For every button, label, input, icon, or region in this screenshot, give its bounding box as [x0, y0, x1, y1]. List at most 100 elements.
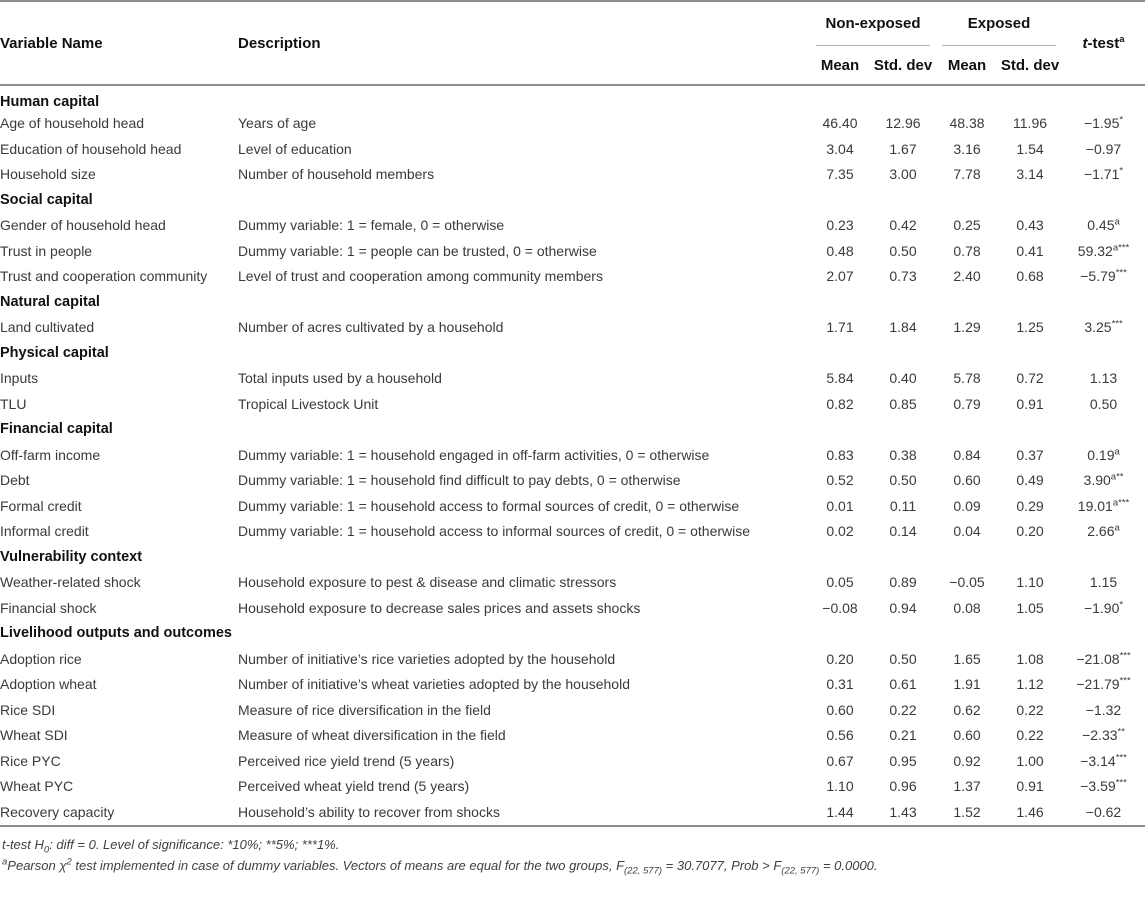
t-test-cell: −1.71* [1062, 162, 1145, 188]
column-header-nonexposed-stddev: Std. dev [873, 56, 933, 74]
exposed-mean-cell: 1.37 [953, 778, 981, 795]
description-cell: Dummy variable: 1 = household engaged in… [238, 446, 710, 463]
exposed-mean-cell: 1.52 [953, 803, 981, 820]
table-row: Land cultivated Number of acres cultivate… [0, 315, 1145, 341]
table-row: Weather-related shock Household exposure … [0, 570, 1145, 596]
exposed-stddev-cell: 3.14 [1016, 166, 1044, 183]
table-row: Formal credit Dummy variable: 1 = househo… [0, 493, 1145, 519]
nonexposed-stddev-cell: 0.14 [889, 523, 917, 540]
description-cell: Dummy variable: 1 = household access to … [238, 497, 740, 514]
description-cell: Number of initiative’s wheat varieties a… [238, 676, 630, 693]
nonexposed-stddev-cell: 0.85 [889, 395, 917, 412]
footnote1-text: t-test H [2, 836, 44, 852]
description-cell: Number of acres cultivated by a househol… [238, 319, 504, 336]
exposed-stddev-cell: 1.08 [1016, 650, 1044, 667]
exposed-mean-cell: −0.05 [949, 574, 985, 591]
t-test-value: 3.90 [1083, 472, 1111, 489]
footnote2-text: Pearson χ [7, 857, 67, 873]
t-test-value: 0.19 [1087, 446, 1115, 463]
t-test-value: −0.62 [1085, 803, 1122, 820]
variable-name-cell: Off-farm income [0, 446, 101, 463]
t-test-value: 2.66 [1087, 523, 1115, 540]
t-test-cell: 1.13 [1062, 366, 1145, 392]
description-cell: Household exposure to pest & disease and… [238, 574, 617, 591]
t-test-value: −1.32 [1085, 701, 1122, 718]
table-row: Adoption wheat Number of initiative’s whe… [0, 672, 1145, 698]
t-test-significance-marker: * [1119, 599, 1124, 611]
footnote2-superscript-a: a [2, 856, 8, 868]
exposed-mean-cell: 0.78 [953, 242, 981, 259]
t-test-significance-marker: *** [1115, 267, 1127, 279]
exposed-stddev-cell: 0.43 [1016, 217, 1044, 234]
t-test-cell: 2.66a [1062, 519, 1145, 545]
variable-name-cell: Financial shock [0, 599, 97, 616]
column-header-description: Description [238, 34, 321, 52]
t-test-cell: −21.08*** [1062, 646, 1145, 672]
nonexposed-stddev-cell: 0.94 [889, 599, 917, 616]
nonexposed-stddev-cell: 0.21 [889, 727, 917, 744]
description-cell: Household’s ability to recover from shoc… [238, 803, 500, 820]
nonexposed-mean-cell: 0.83 [826, 446, 854, 463]
section-header: Natural capital [0, 293, 100, 310]
nonexposed-stddev-cell: 0.22 [889, 701, 917, 718]
t-test-value: −2.33 [1082, 727, 1118, 744]
variable-name-cell: Gender of household head [0, 217, 166, 234]
exposed-stddev-cell: 1.54 [1016, 140, 1044, 157]
table-row: Rice PYC Perceived rice yield trend (5 ye… [0, 748, 1145, 774]
nonexposed-stddev-cell: 0.73 [889, 268, 917, 285]
nonexposed-mean-cell: 5.84 [826, 370, 854, 387]
nonexposed-mean-cell: −0.08 [822, 599, 858, 616]
t-test-value: 19.01 [1077, 497, 1113, 514]
nonexposed-mean-cell: 0.20 [826, 650, 854, 667]
description-cell: Number of initiative’s rice varieties ad… [238, 650, 616, 667]
table-row: Adoption rice Number of initiative’s rice… [0, 646, 1145, 672]
variable-name-cell: Land cultivated [0, 319, 95, 336]
exposed-mean-cell: 3.16 [953, 140, 981, 157]
exposed-mean-cell: 1.65 [953, 650, 981, 667]
section-row: Natural capital [0, 289, 1145, 315]
t-test-value: −21.08 [1076, 650, 1120, 667]
variable-name-cell: Trust and cooperation community [0, 268, 208, 285]
nonexposed-mean-cell: 0.48 [826, 242, 854, 259]
t-test-significance-marker: ** [1117, 726, 1125, 738]
variable-name-cell: Trust in people [0, 242, 93, 259]
footnote2-text-cont2: = 30.7077, Prob > F [662, 857, 782, 873]
nonexposed-mean-cell: 0.60 [826, 701, 854, 718]
variable-name-cell: Informal credit [0, 523, 89, 540]
exposed-stddev-cell: 0.22 [1016, 727, 1044, 744]
column-header-nonexposed-mean: Mean [820, 56, 860, 74]
f-stat-subscript-1: (22, 577) [624, 865, 663, 877]
table-row: Trust and cooperation community Level of … [0, 264, 1145, 290]
footnote1-text-cont: : diff = 0. Level of significance: *10%;… [49, 836, 340, 852]
t-test-label: -test [1087, 34, 1120, 52]
table-row: Off-farm income Dummy variable: 1 = house… [0, 442, 1145, 468]
table-row: Wheat PYC Perceived wheat yield trend (5 … [0, 774, 1145, 800]
variable-name-cell: Rice SDI [0, 701, 56, 718]
section-header: Social capital [0, 191, 93, 208]
variable-name-cell: Age of household head [0, 115, 145, 132]
exposed-stddev-cell: 0.20 [1016, 523, 1044, 540]
section-header: Financial capital [0, 421, 113, 438]
t-test-cell: −1.32 [1062, 697, 1145, 723]
nonexposed-stddev-cell: 0.50 [889, 242, 917, 259]
table-row: Inputs Total inputs used by a household 5.… [0, 366, 1145, 392]
group-header-non-exposed-label: Non-exposed [816, 2, 931, 46]
t-test-significance-marker: * [1119, 114, 1124, 126]
t-test-cell: −3.14*** [1062, 748, 1145, 774]
t-test-cell: −3.59*** [1062, 774, 1145, 800]
exposed-mean-cell: 0.60 [953, 472, 981, 489]
nonexposed-mean-cell: 1.10 [826, 778, 854, 795]
t-test-significance-marker: a*** [1112, 242, 1130, 254]
t-test-cell: −5.79*** [1062, 264, 1145, 290]
exposed-stddev-cell: 0.72 [1016, 370, 1044, 387]
nonexposed-mean-cell: 0.01 [826, 497, 854, 514]
nonexposed-stddev-cell: 0.42 [889, 217, 917, 234]
exposed-mean-cell: 0.09 [953, 497, 981, 514]
table-body: Human capital Age of household head Years … [0, 85, 1145, 825]
section-row: Livelihood outputs and outcomes [0, 621, 1145, 647]
group-header-exposed: Exposed [936, 1, 1062, 46]
t-test-cell: 0.50 [1062, 391, 1145, 417]
nonexposed-mean-cell: 0.67 [826, 752, 854, 769]
description-cell: Dummy variable: 1 = household access to … [238, 523, 751, 540]
table-row: Gender of household head Dummy variable: … [0, 213, 1145, 239]
